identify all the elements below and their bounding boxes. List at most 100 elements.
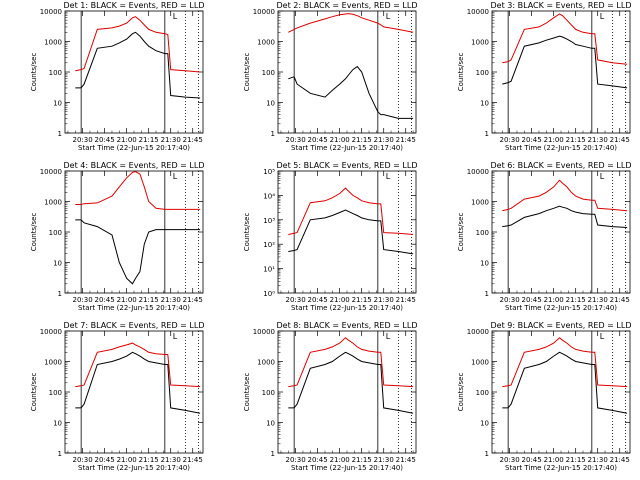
panel-title: Det 1: BLACK = Events, RED = LLD (64, 1, 205, 10)
y-tick-label: 1 (485, 290, 489, 298)
x-tick-label: 21:30 (161, 296, 181, 304)
x-tick-label: 20:30 (286, 296, 306, 304)
detector-panel-6: Det 6: BLACK = Events, RED = LLD 1 10 100 10… (457, 161, 631, 312)
x-tick-label: 21:15 (139, 456, 159, 464)
y-tick-label: 1000 (44, 199, 62, 207)
y-tick-label: 100 (476, 389, 489, 397)
y-tick-label: 1000 (44, 39, 62, 47)
panel-title: Det 7: BLACK = Events, RED = LLD (64, 321, 205, 330)
x-tick-label: 21:15 (566, 136, 586, 144)
detector-panel-3: Det 3: BLACK = Events, RED = LLD 1 10 100 10… (457, 1, 631, 152)
x-tick-label: 21:30 (588, 456, 608, 464)
panel-title: Det 5: BLACK = Events, RED = LLD (277, 161, 418, 170)
x-tick-label: 21:30 (588, 296, 608, 304)
x-tick-label: 21:15 (566, 456, 586, 464)
y-tick-label: 1000 (257, 39, 275, 47)
y-tick-label: 10 (480, 260, 489, 268)
legend-mark: L (386, 332, 391, 341)
y-axis-label: Counts/sec (30, 213, 38, 252)
y-tick-label: 1000 (471, 359, 489, 367)
y-axis-label: Counts/sec (457, 213, 465, 252)
y-axis-label: Counts/sec (30, 373, 38, 412)
x-axis-label: Start Time (22-Jun-15 20:17:40) (291, 464, 403, 472)
plot-frame (277, 330, 417, 454)
x-tick-label: 20:30 (286, 136, 306, 144)
y-tick-label: 10⁴ (263, 192, 275, 200)
y-axis-label: Counts/sec (243, 53, 251, 92)
panel-title: Det 6: BLACK = Events, RED = LLD (491, 161, 632, 170)
lld-series-line (288, 337, 414, 388)
y-tick-label: 100 (476, 69, 489, 77)
x-axis-label: Start Time (22-Jun-15 20:17:40) (505, 304, 617, 312)
legend-mark: L (386, 12, 391, 21)
y-tick-label: 10000 (40, 168, 62, 176)
x-tick-label: 21:00 (117, 136, 137, 144)
lld-series-line (75, 342, 201, 388)
plot-frame (491, 10, 631, 134)
lld-series-line (502, 13, 628, 65)
x-tick-label: 21:45 (610, 296, 630, 304)
x-tick-label: 21:45 (610, 456, 630, 464)
detector-panel-1: Det 1: BLACK = Events, RED = LLD 1 10 100 10… (30, 1, 204, 152)
x-tick-label: 21:30 (161, 136, 181, 144)
y-tick-label: 100 (49, 389, 62, 397)
legend-mark: L (173, 12, 178, 21)
x-tick-label: 21:00 (544, 296, 564, 304)
y-tick-label: 1 (485, 450, 489, 458)
detector-panel-8: Det 8: BLACK = Events, RED = LLD 1 10 100 10… (243, 321, 417, 472)
y-tick-label: 10000 (467, 8, 489, 16)
detector-panel-5: Det 5: BLACK = Events, RED = LLD 10⁰ 10¹ 10… (243, 161, 417, 312)
y-tick-label: 1 (271, 130, 275, 138)
legend-mark: L (173, 332, 178, 341)
y-tick-label: 1000 (471, 199, 489, 207)
x-tick-label: 21:00 (544, 456, 564, 464)
panel-title: Det 9: BLACK = Events, RED = LLD (491, 321, 632, 330)
x-tick-label: 20:30 (286, 456, 306, 464)
x-tick-label: 20:30 (73, 456, 93, 464)
x-tick-label: 21:15 (352, 136, 372, 144)
y-tick-label: 1000 (257, 359, 275, 367)
y-tick-label: 10 (266, 100, 275, 108)
y-tick-label: 1000 (471, 39, 489, 47)
events-series-line (75, 31, 201, 99)
x-tick-label: 20:30 (73, 136, 93, 144)
x-tick-label: 20:30 (500, 136, 520, 144)
y-tick-label: 100 (49, 229, 62, 237)
plot-frame (64, 10, 204, 134)
x-tick-label: 21:30 (588, 136, 608, 144)
lld-series-line (75, 16, 201, 73)
detector-panel-7: Det 7: BLACK = Events, RED = LLD 1 10 100 10… (30, 321, 204, 472)
y-tick-label: 10 (53, 100, 62, 108)
y-tick-label: 10⁰ (263, 290, 275, 298)
events-series-line (288, 351, 414, 414)
x-tick-label: 21:45 (183, 456, 203, 464)
y-tick-label: 10 (480, 420, 489, 428)
legend-mark: L (600, 12, 605, 21)
y-tick-label: 10000 (467, 168, 489, 176)
x-tick-label: 20:30 (500, 456, 520, 464)
y-tick-label: 1000 (44, 359, 62, 367)
x-tick-label: 21:00 (117, 456, 137, 464)
x-tick-label: 20:45 (308, 136, 328, 144)
legend-mark: L (600, 332, 605, 341)
y-tick-label: 10000 (253, 8, 275, 16)
events-series-line (288, 209, 414, 255)
y-tick-label: 10³ (263, 217, 275, 225)
x-tick-label: 21:00 (330, 456, 350, 464)
x-tick-label: 21:30 (374, 136, 394, 144)
x-tick-label: 20:30 (500, 296, 520, 304)
y-tick-label: 100 (262, 69, 275, 77)
y-tick-label: 10000 (253, 328, 275, 336)
y-tick-label: 10000 (40, 328, 62, 336)
panel-title: Det 4: BLACK = Events, RED = LLD (64, 161, 205, 170)
y-tick-label: 1 (485, 130, 489, 138)
x-tick-label: 21:30 (374, 456, 394, 464)
x-axis-label: Start Time (22-Jun-15 20:17:40) (78, 144, 190, 152)
x-axis-label: Start Time (22-Jun-15 20:17:40) (78, 464, 190, 472)
legend-mark: L (173, 172, 178, 181)
lld-series-line (502, 337, 628, 388)
x-axis-label: Start Time (22-Jun-15 20:17:40) (505, 464, 617, 472)
plot-frame (491, 170, 631, 294)
x-tick-label: 21:30 (374, 296, 394, 304)
plot-frame (64, 330, 204, 454)
